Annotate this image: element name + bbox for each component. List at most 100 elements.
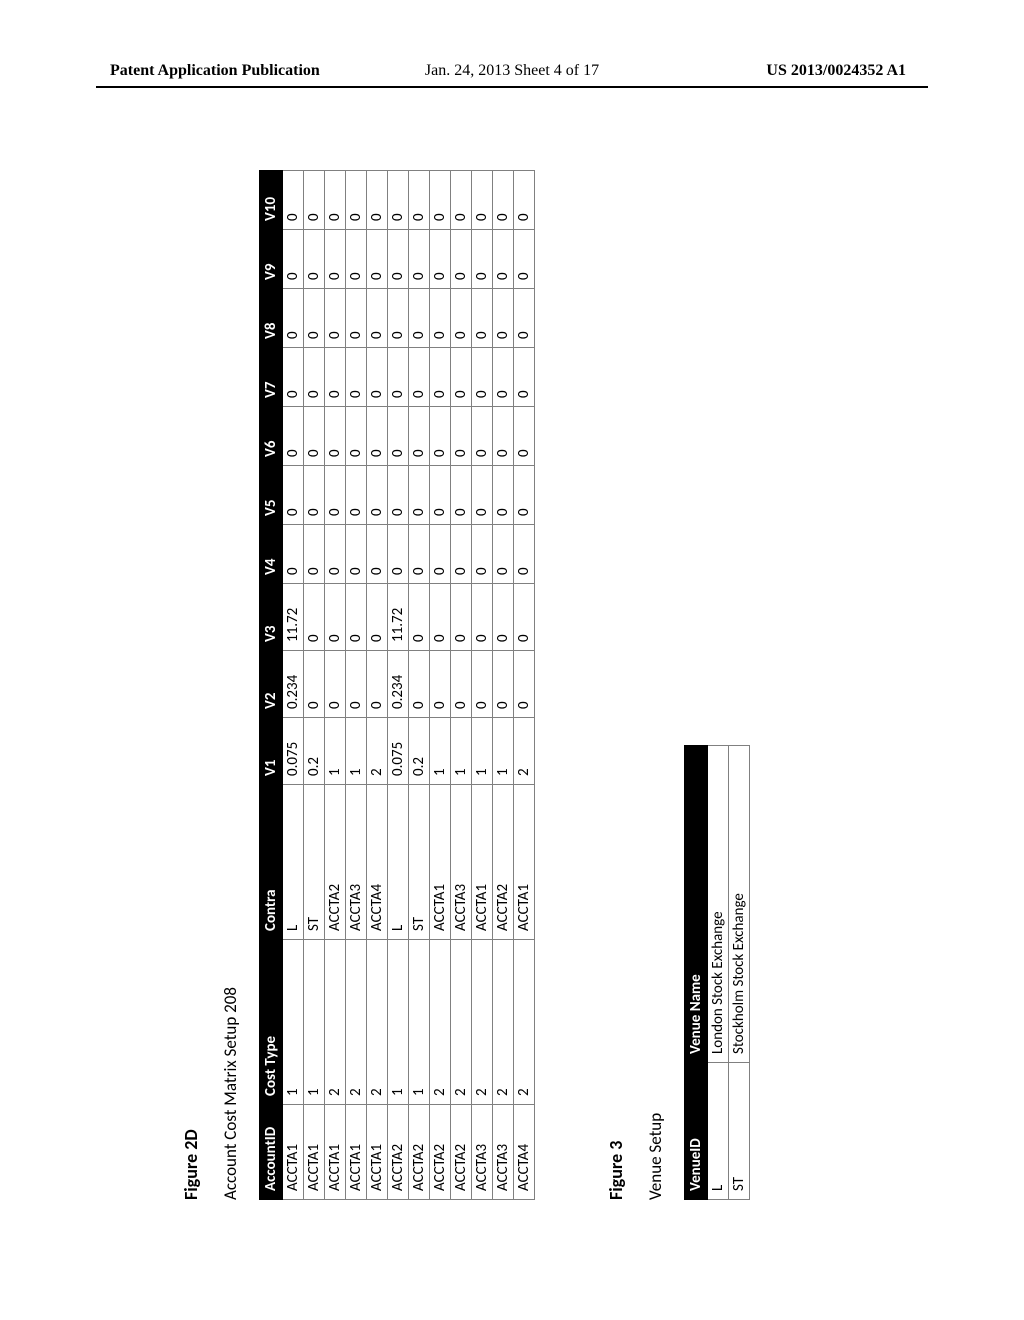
table-cell: 0	[430, 348, 451, 407]
table-row: ACCTA21ST0.2000000000	[409, 171, 430, 1200]
table-cell: 0	[346, 584, 367, 651]
table-cell: 0	[283, 466, 304, 525]
table-cell: ACCTA2	[388, 1105, 409, 1200]
column-header: VenueID	[685, 1063, 708, 1200]
table-cell: 0	[430, 289, 451, 348]
table-cell: 0	[304, 584, 325, 651]
table-cell: ACCTA1	[514, 785, 535, 940]
table-cell: 0	[283, 230, 304, 289]
table-cell: 0	[493, 525, 514, 584]
table-cell: 0	[472, 171, 493, 230]
table-row: ACCTA12ACCTA21000000000	[325, 171, 346, 1200]
table-cell: 0	[451, 348, 472, 407]
table-cell: 1	[409, 940, 430, 1105]
table-cell: 0	[430, 230, 451, 289]
table-cell: 0	[325, 525, 346, 584]
table-cell: 0	[514, 289, 535, 348]
table-cell: 0	[451, 584, 472, 651]
table-cell: 2	[472, 940, 493, 1105]
column-header: V7	[260, 348, 283, 407]
column-header: Contra	[260, 785, 283, 940]
table-cell: 0	[514, 171, 535, 230]
table-row: ACCTA22ACCTA31000000000	[451, 171, 472, 1200]
table-cell: 0	[325, 171, 346, 230]
table-cell: L	[708, 1063, 729, 1200]
table-cell: 0	[409, 525, 430, 584]
table-cell: 0	[346, 230, 367, 289]
column-header: V10	[260, 171, 283, 230]
table-cell: 0	[472, 651, 493, 718]
table-cell: 0	[325, 348, 346, 407]
table-cell: 0	[283, 171, 304, 230]
table-row: ACCTA11L0.0750.23411.720000000	[283, 171, 304, 1200]
table-cell: ACCTA2	[493, 785, 514, 940]
column-header: Cost Type	[260, 940, 283, 1105]
table-cell: 0	[493, 289, 514, 348]
column-header: V6	[260, 407, 283, 466]
table-cell: 0.2	[304, 718, 325, 785]
table-cell: ACCTA2	[325, 785, 346, 940]
table-cell: 0	[514, 651, 535, 718]
account-cost-matrix-table: AccountIDCost TypeContraV1V2V3V4V5V6V7V8…	[259, 170, 535, 1200]
table-cell: 0	[514, 407, 535, 466]
table-cell: 0	[472, 407, 493, 466]
table-cell: ACCTA4	[367, 785, 388, 940]
table-cell: 0	[430, 407, 451, 466]
table-cell: 0	[304, 230, 325, 289]
table-cell: 0	[367, 466, 388, 525]
table-cell: 1	[346, 718, 367, 785]
table-cell: 0	[304, 289, 325, 348]
figure-3-subtitle: Venue Setup	[645, 150, 666, 1200]
table-cell: ACCTA4	[514, 1105, 535, 1200]
table-header-row: AccountIDCost TypeContraV1V2V3V4V5V6V7V8…	[260, 171, 283, 1200]
table-cell: 0	[472, 525, 493, 584]
table-cell: 1	[493, 718, 514, 785]
table-cell: 0	[451, 525, 472, 584]
table-cell: 0	[283, 348, 304, 407]
table-cell: 0	[451, 651, 472, 718]
table-cell: 0	[493, 407, 514, 466]
table-cell: L	[388, 785, 409, 940]
table-cell: 0	[325, 651, 346, 718]
table-cell: 2	[325, 940, 346, 1105]
table-cell: 0	[325, 289, 346, 348]
column-header: V8	[260, 289, 283, 348]
table-cell: 0	[409, 289, 430, 348]
table-cell: 0	[346, 348, 367, 407]
table-cell: 0	[514, 584, 535, 651]
table-cell: 0	[430, 171, 451, 230]
table-cell: 0.075	[283, 718, 304, 785]
table-cell: 0	[388, 348, 409, 407]
column-header: V3	[260, 584, 283, 651]
table-cell: 0	[304, 407, 325, 466]
table-cell: 1	[325, 718, 346, 785]
table-cell: L	[283, 785, 304, 940]
table-header-row: VenueIDVenue Name	[685, 746, 708, 1200]
table-cell: 0	[367, 651, 388, 718]
table-cell: 1	[472, 718, 493, 785]
table-cell: ACCTA1	[304, 1105, 325, 1200]
table-row: ACCTA42ACCTA12000000000	[514, 171, 535, 1200]
table-cell: 0	[325, 584, 346, 651]
column-header: V5	[260, 466, 283, 525]
table-cell: 0	[304, 525, 325, 584]
table-cell: 0	[388, 525, 409, 584]
table-cell: ACCTA1	[430, 785, 451, 940]
table-cell: 0	[430, 466, 451, 525]
table-cell: 0	[283, 525, 304, 584]
table-cell: 0	[388, 466, 409, 525]
table-cell: ACCTA2	[409, 1105, 430, 1200]
column-header: V9	[260, 230, 283, 289]
table-cell: ACCTA1	[472, 785, 493, 940]
table-cell: ST	[304, 785, 325, 940]
table-cell: 0	[430, 651, 451, 718]
table-cell: 0	[451, 171, 472, 230]
table-cell: 0	[514, 230, 535, 289]
table-cell: 0	[409, 466, 430, 525]
table-cell: 2	[346, 940, 367, 1105]
table-cell: 0	[346, 407, 367, 466]
figure-2d-subtitle: Account Cost Matrix Setup 208	[220, 150, 241, 1200]
table-cell: 2	[430, 940, 451, 1105]
table-cell: London Stock Exchange	[708, 746, 729, 1063]
table-cell: 0	[367, 289, 388, 348]
